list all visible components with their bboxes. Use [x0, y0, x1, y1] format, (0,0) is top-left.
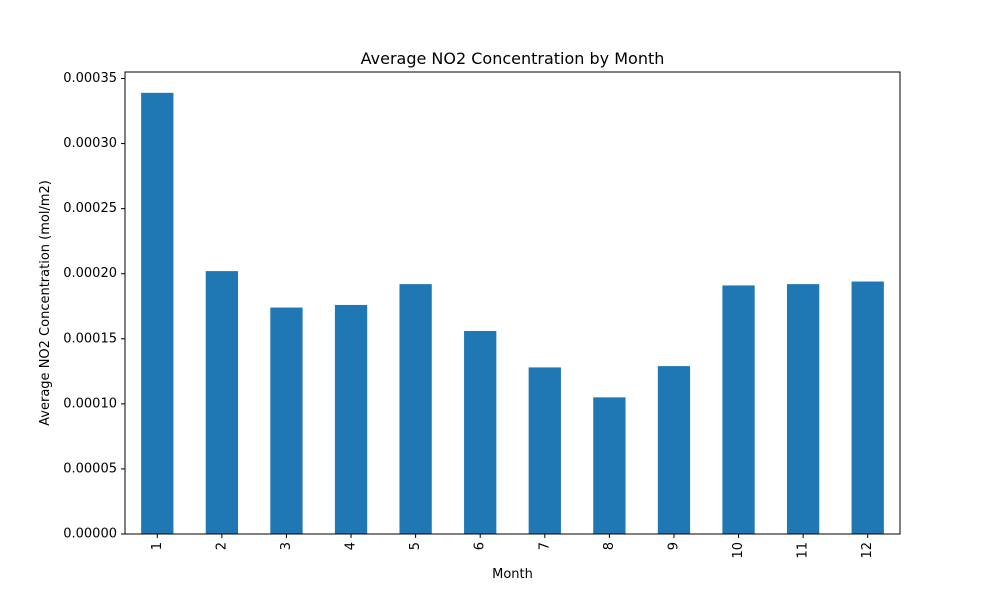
y-tick-label: 0.00000: [63, 527, 117, 542]
x-axis-ticks: 1 2 3 4 5 6 7 8 9 10 11 12: [150, 534, 875, 559]
x-tick-label: 9: [666, 542, 681, 550]
y-tick-label: 0.00010: [63, 396, 117, 411]
bar-month-6: [464, 330, 497, 534]
plot-frame: [124, 71, 901, 535]
x-tick-label: 8: [602, 542, 617, 550]
x-tick-label: 11: [796, 542, 811, 559]
bar-month-11: [786, 284, 820, 534]
x-tick-label: 7: [537, 542, 552, 550]
x-tick-label: 2: [214, 542, 229, 550]
y-tick-label: 0.00035: [63, 71, 117, 86]
bar-month-8: [593, 397, 626, 534]
bar-month-4: [334, 304, 368, 534]
bar-month-1: [141, 92, 174, 534]
bar-month-7: [528, 367, 561, 534]
bar-month-5: [399, 284, 432, 534]
y-tick-label: 0.00015: [63, 331, 117, 346]
chart-title: Average NO2 Concentration by Month: [361, 49, 665, 68]
x-tick-label: 4: [344, 542, 359, 550]
bar-month-3: [270, 307, 303, 534]
y-axis-ticks: 0.00000 0.00005 0.00010 0.00015 0.00020 0.000…: [63, 71, 125, 542]
bar-month-10: [722, 285, 755, 534]
bar-month-12: [851, 281, 884, 534]
x-tick-label: 10: [731, 542, 746, 559]
x-axis-label: Month: [492, 567, 533, 582]
y-axis-label: Average NO2 Concentration (mol/m2): [38, 180, 53, 426]
y-tick-label: 0.00025: [63, 201, 117, 216]
y-tick-label: 0.00030: [63, 136, 117, 151]
x-tick-label: 12: [860, 542, 875, 559]
bar-month-2: [205, 271, 239, 534]
y-tick-label: 0.00020: [63, 266, 117, 281]
x-tick-label: 6: [473, 542, 488, 550]
bar-month-9: [657, 366, 691, 534]
x-tick-label: 1: [150, 542, 165, 550]
y-tick-label: 0.00005: [63, 461, 117, 476]
x-tick-label: 3: [279, 542, 294, 550]
x-tick-label: 5: [408, 542, 423, 550]
bars-group: [141, 92, 884, 534]
